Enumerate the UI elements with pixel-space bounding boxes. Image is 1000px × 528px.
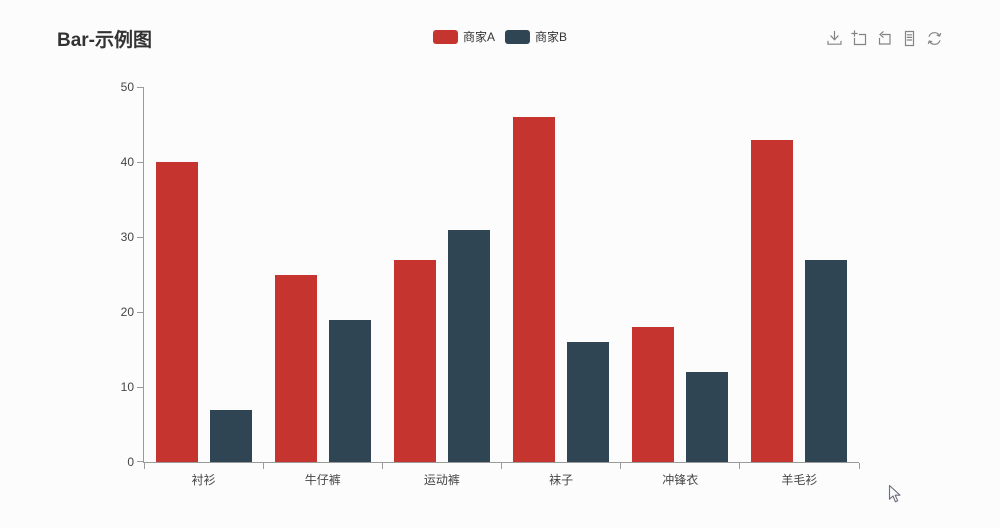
- x-axis-label: 衬衫: [191, 473, 216, 487]
- data-zoom-icon[interactable]: [851, 30, 868, 47]
- x-axis-tick: [858, 463, 860, 469]
- y-axis-label: 30: [120, 230, 134, 244]
- legend-item-series-b[interactable]: 商家B: [505, 28, 567, 45]
- data-zoom-reset-icon[interactable]: [876, 30, 893, 47]
- y-axis-tick: [137, 461, 143, 462]
- bar-s1-c4[interactable]: [686, 372, 729, 462]
- bar-s0-c1[interactable]: [274, 274, 317, 462]
- y-axis-label: 10: [120, 380, 134, 394]
- y-axis-tick: [137, 386, 143, 388]
- bar-s0-c5[interactable]: [751, 139, 794, 462]
- toolbox: [826, 30, 943, 47]
- x-axis-tick: [262, 463, 264, 469]
- y-axis-label: 0: [127, 455, 134, 469]
- x-axis-label: 牛仔裤: [304, 473, 341, 487]
- x-axis-tick: [739, 463, 741, 469]
- legend-swatch-series-a: [432, 29, 458, 44]
- x-axis-tick: [620, 463, 622, 469]
- y-axis-label: 40: [120, 155, 134, 169]
- plot-area: 0 10 20 30 40 50 衬衫 牛仔裤 运动裤 袜子 冲锋衣 羊毛衫: [121, 80, 860, 487]
- chart-title: Bar-示例图: [57, 30, 153, 51]
- legend: 商家A 商家B: [432, 28, 567, 45]
- bar-s1-c3[interactable]: [567, 342, 610, 462]
- bar-s0-c2[interactable]: [393, 259, 436, 462]
- bar-s0-c4[interactable]: [632, 327, 675, 462]
- data-view-icon[interactable]: [901, 30, 918, 47]
- x-axis-label: 冲锋衣: [662, 473, 699, 487]
- y-axis-label: 20: [120, 305, 134, 319]
- y-axis-tick: [137, 311, 143, 313]
- y-axis-label: 50: [120, 80, 134, 94]
- bar-s1-c0[interactable]: [209, 409, 252, 462]
- bar-s1-c1[interactable]: [328, 319, 371, 462]
- save-as-image-icon[interactable]: [826, 30, 843, 47]
- legend-label-series-b: 商家B: [535, 30, 568, 44]
- x-axis-tick: [143, 463, 145, 469]
- bar-s1-c5[interactable]: [805, 259, 848, 462]
- x-axis-tick: [381, 463, 383, 469]
- y-axis-tick: [137, 236, 143, 238]
- x-axis-tick: [501, 463, 502, 469]
- mouse-cursor: [888, 484, 903, 510]
- bar-s0-c3[interactable]: [513, 117, 556, 462]
- legend-swatch-series-b: [505, 29, 530, 44]
- legend-item-series-a[interactable]: 商家A: [432, 28, 495, 45]
- y-axis-tick: [137, 161, 143, 163]
- bar-s1-c2[interactable]: [447, 229, 490, 462]
- x-axis-label: 运动裤: [423, 473, 460, 487]
- y-axis-tick: [137, 86, 143, 88]
- restore-icon[interactable]: [926, 30, 943, 47]
- x-axis-label: 袜子: [549, 473, 574, 487]
- legend-label-series-a: 商家A: [462, 30, 495, 44]
- bar-s0-c0[interactable]: [155, 162, 198, 462]
- x-axis-label: 羊毛衫: [781, 473, 818, 487]
